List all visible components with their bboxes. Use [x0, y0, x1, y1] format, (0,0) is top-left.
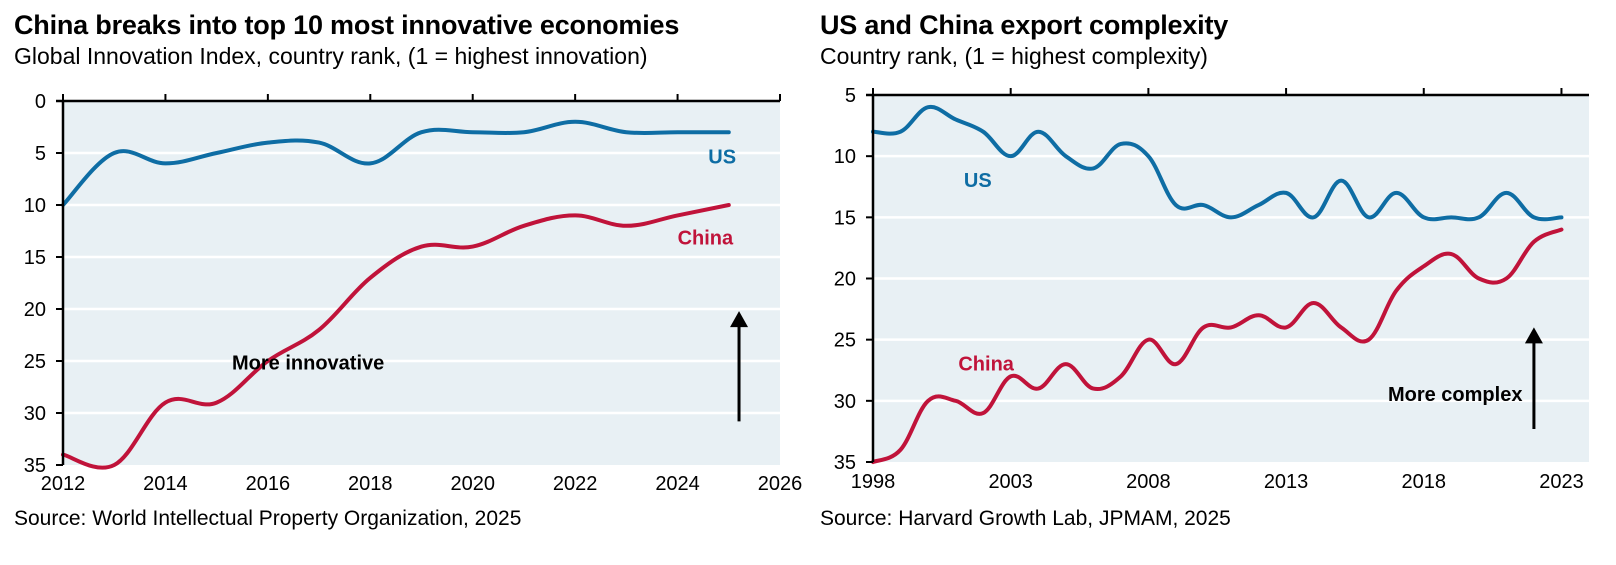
right-x-tick-label: 2008 — [1126, 471, 1171, 493]
right-y-tick-label: 25 — [834, 330, 856, 352]
left-series-line-us — [61, 119, 731, 207]
right-series-label-us: US — [964, 170, 992, 192]
right-y-tick-label: 15 — [834, 207, 856, 229]
left-x-tick-label: 2022 — [553, 473, 598, 495]
right-arrow-head-icon — [1524, 327, 1543, 344]
right-x-tick-label: 2003 — [988, 471, 1033, 493]
left-x-tick-label: 2012 — [41, 473, 86, 495]
right-y-tick-label: 30 — [834, 391, 856, 413]
left-y-tick-label: 35 — [24, 455, 46, 477]
left-series-label-us: US — [708, 146, 736, 168]
right-chart-source: Source: Harvard Growth Lab, JPMAM, 2025 — [820, 507, 1231, 530]
left-y-tick-label: 0 — [35, 91, 46, 113]
left-chart-subtitle: Global Innovation Index, country rank, (… — [14, 43, 648, 69]
right-series-line-us — [871, 104, 1564, 222]
right-y-tick-label: 35 — [834, 452, 856, 474]
left-chart-plot: US China 2012 2014 2016 2018 2020 2022 2024 2026 0… — [24, 91, 803, 495]
left-series-line-china — [61, 203, 731, 470]
left-y-tick-label: 25 — [24, 351, 46, 373]
left-x-tick-label: 2014 — [143, 473, 188, 495]
left-chart-title: China breaks into top 10 most innovative… — [14, 10, 680, 40]
left-x-tick-label: 2024 — [655, 473, 700, 495]
left-x-tick-label: 2020 — [450, 473, 495, 495]
left-chart-panel: China breaks into top 10 most innovative… — [0, 0, 803, 565]
left-y-tick-label: 20 — [24, 299, 46, 321]
left-y-tick-label: 5 — [35, 143, 46, 165]
left-y-tick-label: 10 — [24, 195, 46, 217]
right-series-label-china: China — [958, 353, 1014, 375]
right-y-tick-label: 10 — [834, 146, 856, 168]
right-annotation-text: More complex — [1388, 384, 1522, 406]
right-x-tick-label: 2013 — [1264, 471, 1309, 493]
left-y-tick-label: 15 — [24, 247, 46, 269]
left-series-label-china: China — [678, 228, 734, 250]
left-x-tick-label: 2016 — [246, 473, 291, 495]
left-chart-source: Source: World Intellectual Property Orga… — [14, 507, 522, 530]
left-annotation-text: More innovative — [232, 352, 384, 374]
right-series-line-china — [871, 227, 1564, 464]
left-x-tick-label: 2018 — [348, 473, 393, 495]
left-y-tick-label: 30 — [24, 403, 46, 425]
right-y-tick-label: 20 — [834, 269, 856, 291]
right-chart-subtitle: Country rank, (1 = highest complexity) — [820, 43, 1208, 69]
left-arrow-head-icon — [730, 311, 749, 328]
right-x-tick-label: 2018 — [1402, 471, 1447, 493]
right-x-tick-label: 2023 — [1539, 471, 1584, 493]
left-x-tick-label: 2026 — [758, 473, 803, 495]
right-x-tick-label: 1998 — [851, 471, 896, 493]
right-y-tick-label: 5 — [845, 85, 856, 107]
right-chart-title: US and China export complexity — [820, 10, 1229, 40]
